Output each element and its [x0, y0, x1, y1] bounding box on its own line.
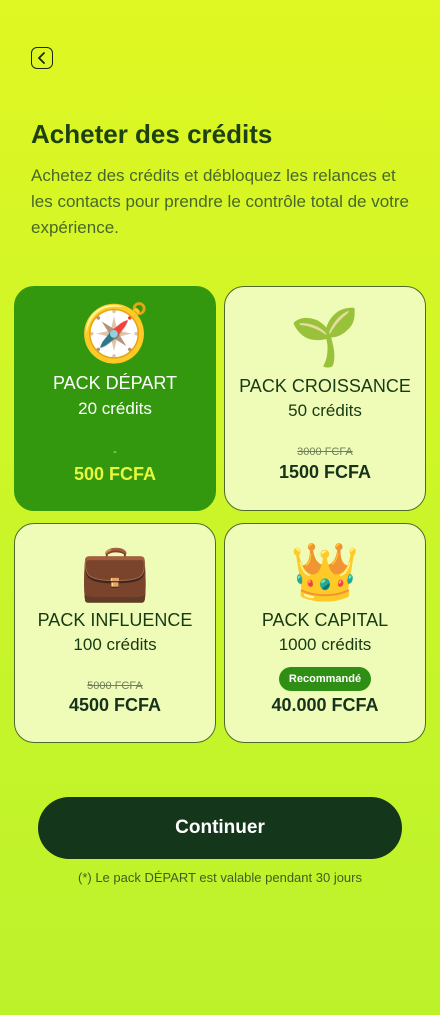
back-button[interactable]: [31, 47, 53, 69]
pack-price: 1500 FCFA: [278, 462, 372, 482]
continue-button[interactable]: Continuer: [38, 797, 402, 859]
validity-footnote: (*) Le pack DÉPART est valable pendant 3…: [78, 870, 362, 885]
pack-card-influence[interactable]: 💼 PACK INFLUENCE 100 crédits 5000 FCFA 4…: [14, 523, 216, 743]
pack-card-capital[interactable]: 👑 PACK CAPITAL 1000 crédits Recommandé 4…: [224, 523, 426, 743]
pack-credits: 100 crédits: [73, 635, 157, 654]
pack-old-price: 3000 FCFA: [297, 446, 353, 458]
pack-name: PACK CROISSANCE: [239, 376, 411, 396]
pack-credits: 1000 crédits: [278, 635, 372, 654]
pack-old-price: 5000 FCFA: [87, 680, 143, 692]
compass-icon: 🧭: [80, 301, 150, 364]
crown-icon: 👑: [290, 540, 360, 603]
seedling-icon: 🌱: [290, 305, 360, 368]
page-title: Acheter des crédits: [31, 119, 273, 149]
recommended-badge: Recommandé: [279, 667, 371, 691]
chevron-left-icon: [38, 52, 45, 64]
pack-card-depart[interactable]: 🧭 PACK DÉPART 20 crédits - 500 FCFA: [14, 286, 216, 511]
pack-name: PACK INFLUENCE: [37, 610, 193, 630]
pack-old-price: -: [113, 446, 117, 458]
pack-price: 4500 FCFA: [68, 695, 162, 715]
pack-credits: 20 crédits: [78, 399, 152, 418]
pack-credits: 50 crédits: [288, 401, 362, 420]
pack-name: PACK CAPITAL: [261, 610, 389, 630]
pack-price: 40.000 FCFA: [271, 695, 379, 715]
pack-name: PACK DÉPART: [52, 373, 178, 393]
briefcase-icon: 💼: [80, 540, 150, 603]
pack-price: 500 FCFA: [73, 464, 157, 484]
pack-card-croissance[interactable]: 🌱 PACK CROISSANCE 50 crédits 3000 FCFA 1…: [224, 286, 426, 511]
page-subtitle: Achetez des crédits et débloquez les rel…: [31, 166, 409, 237]
